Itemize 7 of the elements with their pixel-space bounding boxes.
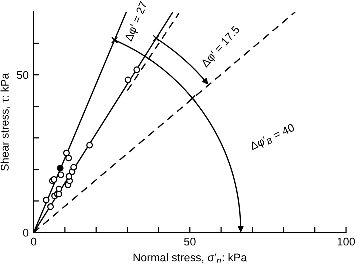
- x-tick-label: 100: [338, 238, 356, 246]
- x-tick-label: 50: [184, 238, 196, 246]
- x-tick-label: 0: [31, 238, 37, 246]
- y-axis-title: Shear stress, τ: kPa: [0, 73, 10, 171]
- annotation: Δφ′$_{B}$ = 40: [250, 124, 296, 152]
- x-axis-title: Normal stress, σ′$_{n}$: kPa: [134, 253, 248, 264]
- annotation: Δφ′ = 27: [124, 1, 150, 43]
